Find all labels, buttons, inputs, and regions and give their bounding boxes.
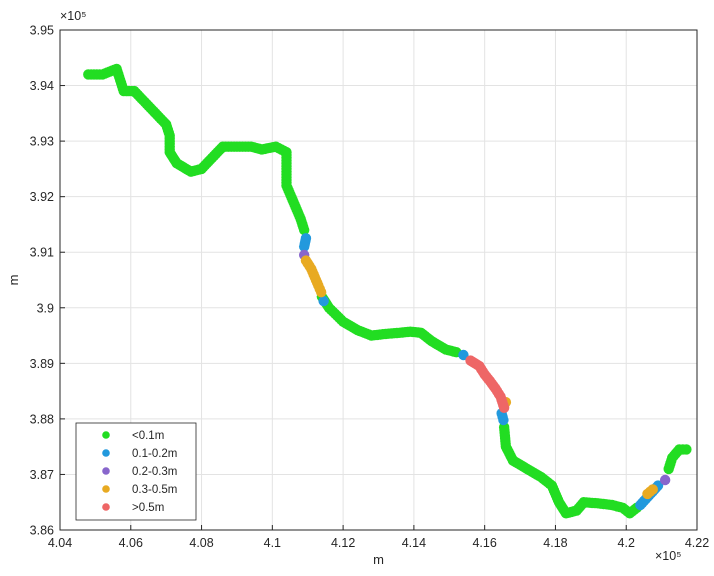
data-point <box>298 224 310 236</box>
y-tick-label: 3.9 <box>37 301 54 315</box>
series-0 <box>83 63 692 519</box>
legend-label: >0.5m <box>132 502 164 514</box>
y-tick-label: 3.94 <box>30 79 54 93</box>
data-point <box>458 349 469 361</box>
x-tick-label: 4.04 <box>48 536 72 550</box>
x-tick-label: 4.08 <box>189 536 213 550</box>
y-axis-title: m <box>6 275 21 286</box>
x-tick-label: 4.14 <box>402 536 426 550</box>
data-point <box>298 241 310 252</box>
y-tick-label: 3.88 <box>30 412 54 426</box>
legend-label: 0.3-0.5m <box>132 484 177 496</box>
data-point <box>659 474 671 486</box>
data-point <box>498 402 510 413</box>
x-tick-label: 4.18 <box>543 536 567 550</box>
legend-marker <box>102 467 110 475</box>
y-tick-label: 3.93 <box>30 135 54 149</box>
series-4 <box>465 355 510 413</box>
legend-marker <box>102 449 110 457</box>
x-tick-label: 4.2 <box>618 536 635 550</box>
y-tick-label: 3.95 <box>30 24 54 38</box>
y-tick-label: 3.91 <box>30 246 54 260</box>
y-tick-label: 3.89 <box>30 357 54 371</box>
data-point <box>681 444 692 455</box>
data-points <box>83 63 692 519</box>
x-tick-label: 4.06 <box>119 536 143 550</box>
legend-marker <box>102 503 110 511</box>
legend-box <box>75 422 197 521</box>
legend-marker <box>102 431 110 439</box>
x-axis-title: m <box>373 552 384 567</box>
data-point <box>315 287 327 298</box>
x-exponent-label: ×10⁵ <box>655 549 681 563</box>
legend-marker <box>102 485 110 493</box>
axis-ticks: 4.04 4.06 4.08 4.1 4.12 4.14 4.16 4.18 4.2 4.22 3.… <box>30 24 710 551</box>
data-point <box>318 295 329 307</box>
y-exponent-label: ×10⁵ <box>60 9 86 23</box>
x-tick-label: 4.1 <box>264 536 281 550</box>
legend-label: 0.2-0.3m <box>132 466 177 478</box>
legend-label: 0.1-0.2m <box>132 448 177 460</box>
plot-area <box>59 29 698 531</box>
x-tick-label: 4.16 <box>472 536 496 550</box>
y-tick-label: 3.92 <box>30 190 54 204</box>
data-point <box>647 484 658 495</box>
y-tick-label: 3.86 <box>30 524 54 538</box>
y-tick-label: 3.87 <box>30 468 54 482</box>
legend: <0.1m 0.1-0.2m 0.2-0.3m 0.3-0.5m >0.5m <box>75 422 197 521</box>
x-tick-label: 4.22 <box>685 536 709 550</box>
x-tick-label: 4.12 <box>331 536 355 550</box>
series-3 <box>300 255 658 500</box>
legend-label: <0.1m <box>132 430 164 442</box>
